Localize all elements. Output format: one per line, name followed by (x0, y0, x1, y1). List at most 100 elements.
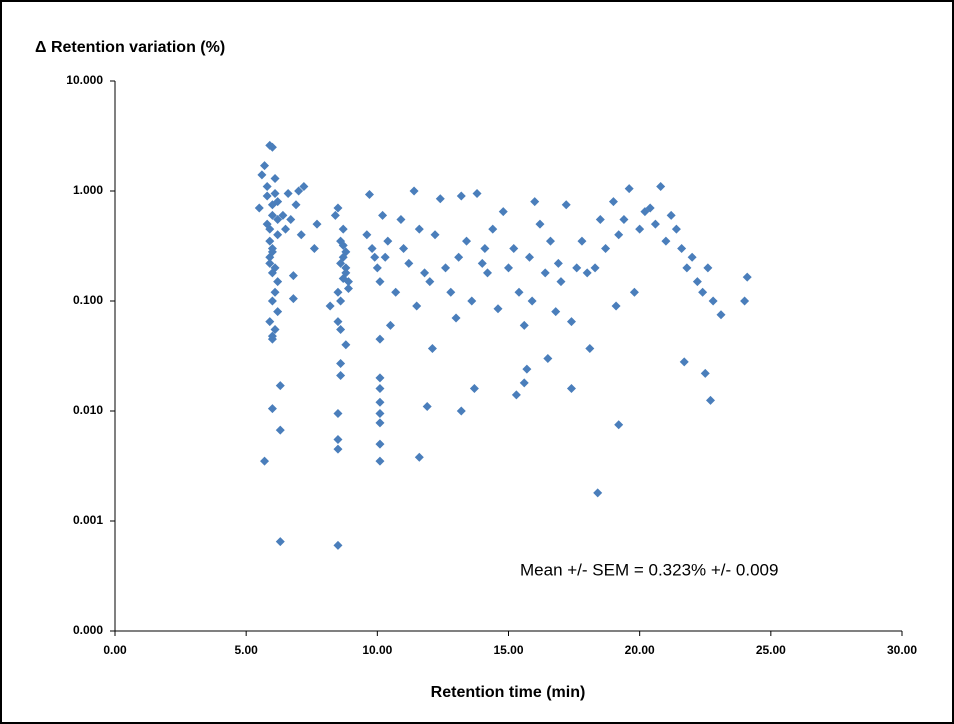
point (265, 224, 275, 234)
point (338, 240, 348, 250)
point (740, 296, 750, 306)
point (456, 406, 466, 416)
point (522, 364, 532, 374)
point (593, 488, 603, 498)
point (336, 258, 346, 268)
point (509, 244, 519, 254)
point (385, 320, 395, 330)
point (703, 263, 713, 273)
point (480, 244, 490, 254)
point (430, 230, 440, 240)
point (614, 230, 624, 240)
point (257, 170, 267, 180)
point (273, 230, 283, 240)
point (270, 325, 280, 335)
point (700, 368, 710, 378)
x-tick-label: 10.00 (362, 643, 392, 657)
x-tick-label: 20.00 (625, 643, 655, 657)
x-tick-label: 0.00 (103, 643, 127, 657)
x-tick-label: 5.00 (234, 643, 258, 657)
point (585, 343, 595, 353)
point (338, 224, 348, 234)
y-tick-label: 0.100 (73, 293, 103, 307)
point (333, 408, 343, 418)
point (412, 301, 422, 311)
point (404, 258, 414, 268)
point (566, 384, 576, 394)
point (262, 191, 272, 201)
point (679, 357, 689, 367)
point (260, 161, 270, 171)
point (341, 247, 351, 257)
point (343, 283, 353, 293)
x-axis-label: Retention time (min) (431, 684, 586, 701)
point (333, 317, 343, 327)
y-tick-label: 0.000 (73, 623, 103, 637)
point (456, 191, 466, 201)
point (286, 215, 296, 225)
point (333, 203, 343, 213)
point (281, 224, 291, 234)
point (375, 456, 385, 466)
point (273, 307, 283, 317)
point (338, 274, 348, 284)
point (375, 418, 385, 428)
point (519, 320, 529, 330)
point (698, 287, 708, 297)
y-tick-label: 0.010 (73, 403, 103, 417)
point (566, 317, 576, 327)
point (375, 384, 385, 394)
point (370, 252, 380, 262)
point (375, 334, 385, 344)
point (333, 540, 343, 550)
point (619, 215, 629, 225)
point (462, 236, 472, 246)
point (483, 268, 493, 278)
point (409, 186, 419, 196)
point (362, 230, 372, 240)
point (254, 203, 264, 213)
point (572, 263, 582, 273)
annotation: Mean +/- SEM = 0.323% +/- 0.009 (520, 560, 778, 579)
point (590, 263, 600, 273)
point (472, 188, 482, 198)
point (427, 343, 437, 353)
point (288, 271, 298, 281)
point (666, 210, 676, 220)
point (336, 325, 346, 335)
point (519, 378, 529, 388)
point (273, 277, 283, 287)
point (656, 181, 666, 191)
point (540, 268, 550, 278)
point (260, 456, 270, 466)
point (671, 224, 681, 234)
point (267, 210, 277, 220)
point (561, 200, 571, 210)
point (383, 236, 393, 246)
point (595, 215, 605, 225)
point (498, 207, 508, 217)
point (341, 263, 351, 273)
point (299, 181, 309, 191)
point (614, 420, 624, 430)
point (375, 439, 385, 449)
point (687, 252, 697, 262)
point (270, 263, 280, 273)
point (608, 197, 618, 207)
point (333, 444, 343, 454)
point (535, 219, 545, 229)
point (375, 373, 385, 383)
point (601, 244, 611, 254)
point (422, 401, 432, 411)
point (330, 210, 340, 220)
chart-title: Δ Retention variation (%) (35, 39, 225, 56)
point (372, 263, 382, 273)
point (333, 435, 343, 445)
point (425, 277, 435, 287)
point (446, 287, 456, 297)
point (275, 381, 285, 391)
point (742, 272, 752, 282)
point (265, 236, 275, 246)
point (708, 296, 718, 306)
